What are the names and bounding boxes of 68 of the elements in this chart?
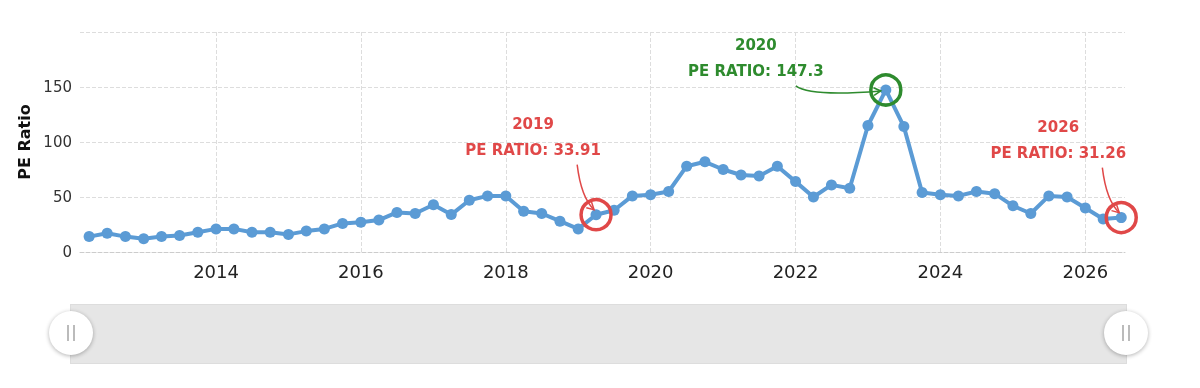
point — [83, 231, 95, 243]
point — [645, 189, 657, 201]
point — [916, 187, 928, 199]
point — [934, 189, 946, 201]
point — [970, 186, 982, 197]
point — [1079, 202, 1091, 214]
point — [1007, 200, 1019, 212]
y-axis-title: PE Ratio — [14, 104, 34, 180]
y-tick-label: 100 — [43, 133, 72, 151]
point — [807, 191, 819, 203]
point — [337, 217, 349, 229]
point — [844, 182, 856, 194]
x-tick-label: 2026 — [1062, 260, 1109, 282]
point — [318, 223, 330, 235]
point — [445, 209, 457, 221]
x-tick-label: 2016 — [337, 260, 384, 282]
point — [681, 160, 693, 172]
point — [536, 208, 548, 219]
point — [210, 223, 222, 235]
point — [825, 179, 837, 191]
point — [463, 194, 475, 206]
x-tick-label: 2014 — [193, 260, 239, 282]
point — [500, 190, 512, 202]
annotation: 2020 PE RATIO: 147.3 — [687, 35, 824, 80]
y-tick-label: 50 — [52, 188, 72, 206]
point — [138, 233, 150, 245]
point — [427, 199, 439, 211]
point — [952, 190, 964, 202]
point — [1043, 190, 1055, 202]
point — [264, 226, 276, 238]
point — [771, 160, 783, 172]
point — [156, 231, 168, 243]
point — [790, 176, 802, 188]
point — [192, 226, 204, 238]
point — [699, 156, 711, 168]
point — [518, 205, 530, 217]
point — [228, 223, 240, 235]
point — [554, 215, 566, 227]
point — [572, 223, 584, 235]
y-tick-label: 150 — [43, 78, 72, 96]
point — [409, 208, 421, 219]
point — [300, 225, 312, 237]
x-tick-label: 2024 — [917, 260, 964, 282]
x-tick-label: 2020 — [627, 260, 674, 282]
point — [391, 206, 403, 218]
point — [282, 228, 294, 240]
point — [717, 164, 729, 175]
x-tick-label: 2022 — [772, 260, 819, 282]
point — [119, 231, 131, 243]
point — [174, 230, 186, 241]
point — [1061, 191, 1073, 203]
y-tick-label: 0 — [62, 243, 72, 261]
annotation: 2026 PE RATIO: 31.26 — [990, 117, 1127, 162]
point — [989, 188, 1001, 200]
point — [753, 170, 765, 182]
point — [735, 169, 747, 181]
point — [355, 216, 367, 228]
point — [898, 121, 910, 133]
point — [373, 214, 385, 226]
point — [246, 226, 258, 238]
x-tick-label: 2018 — [482, 260, 529, 282]
point — [663, 186, 675, 197]
point — [1025, 208, 1037, 219]
point — [862, 120, 874, 131]
point — [626, 190, 638, 202]
point — [101, 227, 113, 239]
point — [482, 190, 494, 202]
annotation: 2019 PE RATIO: 33.91 — [465, 114, 601, 159]
